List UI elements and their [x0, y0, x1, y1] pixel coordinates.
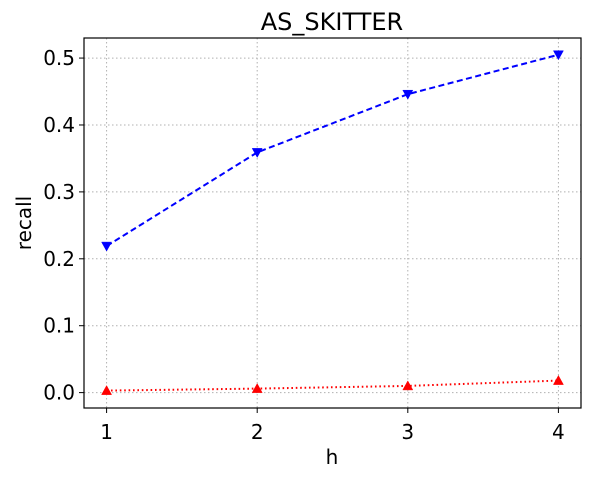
data-point-marker: [552, 50, 564, 61]
x-tick-label: 4: [552, 420, 565, 444]
grid-lines: [84, 38, 581, 408]
data-point-marker: [552, 375, 564, 385]
series-line: [106, 379, 559, 392]
x-axis-label: h: [326, 445, 339, 469]
y-tick-label: 0.3: [43, 180, 75, 204]
y-tick-label: 0.0: [43, 381, 75, 405]
y-tick-label: 0.1: [43, 314, 75, 338]
y-tick-label: 0.5: [43, 46, 75, 70]
data-point-marker: [402, 89, 414, 100]
y-tick-label: 0.4: [43, 113, 75, 137]
x-tick-label: 2: [251, 420, 264, 444]
series-2: [101, 375, 564, 395]
x-tick-label: 1: [100, 420, 113, 444]
axis-ticks: 1 2 3 4 0.0 0.1 0.2 0.3 0.4 0.5: [43, 46, 565, 444]
data-point-marker: [101, 241, 113, 252]
series-1: [101, 50, 564, 252]
data-point-marker: [101, 385, 113, 395]
data-point-marker: [251, 148, 263, 158]
data-series: [101, 50, 564, 395]
data-point-marker: [402, 380, 414, 391]
data-point-marker: [251, 383, 263, 393]
y-axis-label: recall: [12, 196, 36, 250]
chart-title: AS_SKITTER: [261, 8, 403, 36]
series-line: [106, 53, 559, 247]
plot-frame: [83, 37, 582, 409]
y-tick-label: 0.2: [43, 247, 75, 271]
x-tick-label: 3: [401, 420, 414, 444]
